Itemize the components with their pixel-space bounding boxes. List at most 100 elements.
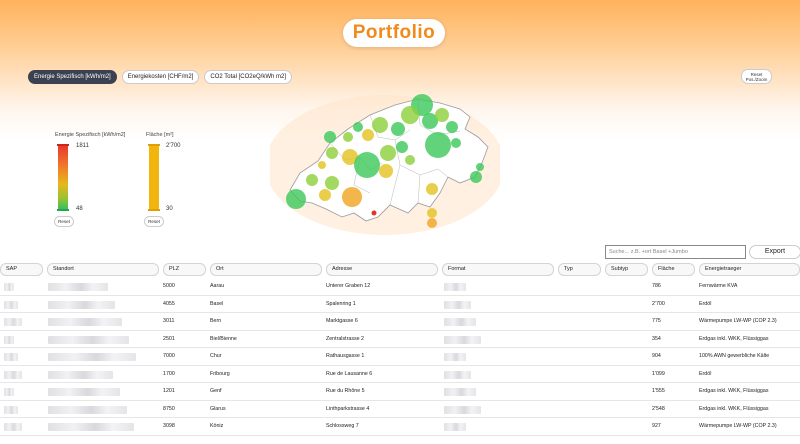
map-marker[interactable] (476, 163, 484, 171)
area-legend-label: Fläche [m²] (146, 132, 174, 138)
format-cell-redacted (444, 388, 476, 396)
plz-cell: 2501 (163, 335, 175, 342)
flaeche-cell: 775 (652, 318, 661, 324)
location-markers (286, 94, 484, 228)
energy-max-value: 1811 (76, 143, 89, 149)
format-cell-redacted (444, 353, 466, 361)
area-range-slider[interactable] (148, 144, 160, 211)
map-marker[interactable] (342, 187, 362, 207)
area-reset-button[interactable]: Reset (144, 216, 164, 227)
adresse-cell: Linthparkstrasse 4 (326, 405, 370, 412)
sap-cell-redacted (4, 388, 14, 396)
table-row[interactable]: 3098 Köniz Schlossweg 7 927 Wärmepumpe LW-WP… (0, 418, 800, 436)
table-row[interactable]: 1201 Genf Rue du Rhône 5 1'555 Erdgas inkl. … (0, 383, 800, 401)
table-row[interactable]: 5000 Aarau Unterer Graben 12 786 Fernwärme K… (0, 278, 800, 296)
table-body: 5000 Aarau Unterer Graben 12 786 Fernwärme K… (0, 278, 800, 436)
map-marker[interactable] (379, 164, 393, 178)
energy-reset-button[interactable]: Reset (54, 216, 74, 227)
format-cell-redacted (444, 318, 476, 326)
ort-cell: Genf (210, 388, 222, 394)
ort-cell: Basel (210, 300, 224, 307)
map-marker[interactable] (286, 189, 306, 209)
search-input[interactable]: Suche... z.B. +ort Basel +Jumbo (605, 245, 746, 259)
adresse-cell: Zentralstrasse 2 (326, 335, 364, 342)
map-marker[interactable] (324, 131, 336, 143)
switzerland-map[interactable] (270, 85, 500, 235)
map-marker[interactable] (425, 132, 451, 158)
standort-cell-redacted (48, 353, 136, 361)
map-marker[interactable] (401, 106, 419, 124)
map-marker[interactable] (470, 171, 482, 183)
map-marker[interactable] (343, 132, 353, 142)
map-marker[interactable] (427, 218, 437, 228)
flaeche-cell: 2'548 (652, 405, 665, 412)
ort-cell: Glarus (210, 405, 226, 412)
energy-min-value: 48 (76, 206, 83, 212)
column-header-flaeche[interactable]: Fläche (652, 263, 695, 276)
table-header: SAP Standort PLZ Ort Adresse Format Typ … (0, 263, 800, 278)
table-row[interactable]: 8750 Glarus Linthparkstrasse 4 2'548 Erdgas … (0, 401, 800, 418)
table-row[interactable]: 4055 Basel Spalenring 1 2'700 Erdöl (0, 296, 800, 313)
column-header-sap[interactable]: SAP (0, 263, 43, 276)
format-cell-redacted (444, 370, 471, 379)
sap-cell-redacted (4, 318, 22, 326)
map-marker[interactable] (446, 121, 458, 133)
map-marker[interactable] (353, 122, 363, 132)
column-header-typ[interactable]: Typ (558, 263, 601, 276)
sap-cell-redacted (4, 423, 22, 431)
map-marker[interactable] (451, 138, 461, 148)
column-header-adresse[interactable]: Adresse (326, 263, 438, 276)
map-marker[interactable] (342, 149, 358, 165)
map-marker[interactable] (371, 210, 377, 216)
standort-cell-redacted (48, 370, 113, 379)
map-marker[interactable] (405, 155, 415, 165)
column-header-plz[interactable]: PLZ (163, 263, 206, 276)
reset-zoom-button[interactable]: Reset Pos./Zoom (741, 69, 772, 84)
table-row[interactable]: 1700 Fribourg Rue de Lausanne 6 1'099 Erdöl (0, 366, 800, 383)
map-marker[interactable] (325, 176, 339, 190)
flaeche-cell: 927 (652, 423, 661, 429)
standort-cell-redacted (48, 300, 115, 309)
tab-co2-total[interactable]: CO2 Total [CO2eQ/kWh m2] (204, 70, 292, 84)
map-marker[interactable] (426, 183, 438, 195)
column-header-standort[interactable]: Standort (47, 263, 159, 276)
energietraeger-cell: Wärmepumpe LW-WP (COP 2.3) (699, 318, 777, 324)
energy-legend-label: Energie Spezifisch [kWh/m2] (55, 132, 126, 138)
column-header-subtyp[interactable]: Subtyp (605, 263, 648, 276)
map-marker[interactable] (318, 161, 326, 169)
table-row[interactable]: 7000 Chur Rathausgasse 1 904 100% AWN gewerb… (0, 348, 800, 366)
energietraeger-cell: Erdöl (699, 370, 712, 377)
flaeche-cell: 786 (652, 283, 661, 289)
tab-energie-spezifisch[interactable]: Energie Spezifisch [kWh/m2] (28, 70, 117, 84)
export-button[interactable]: Export (749, 245, 800, 259)
energy-range-slider[interactable] (57, 144, 69, 211)
plz-cell: 4055 (163, 300, 175, 307)
table-row[interactable]: 2501 Biel/Bienne Zentralstrasse 2 354 Erdgas… (0, 331, 800, 348)
flaeche-cell: 354 (652, 335, 661, 342)
map-marker[interactable] (422, 113, 438, 129)
map-marker[interactable] (391, 122, 405, 136)
sap-cell-redacted (4, 300, 18, 309)
map-marker[interactable] (372, 117, 388, 133)
tab-energiekosten[interactable]: Energiekosten [CHF/m2] (121, 70, 200, 84)
standort-cell-redacted (48, 335, 129, 344)
column-header-format[interactable]: Format (442, 263, 554, 276)
metric-tabs: Energie Spezifisch [kWh/m2] Energiekoste… (28, 70, 292, 84)
format-cell-redacted (444, 423, 466, 431)
map-marker[interactable] (319, 189, 331, 201)
energietraeger-cell: Fernwärme KVA (699, 283, 738, 289)
map-marker[interactable] (380, 145, 396, 161)
map-marker[interactable] (362, 129, 374, 141)
map-marker[interactable] (396, 141, 408, 153)
plz-cell: 3011 (163, 318, 175, 324)
map-marker[interactable] (435, 108, 449, 122)
map-marker[interactable] (427, 208, 437, 218)
map-marker[interactable] (306, 174, 318, 186)
map-marker[interactable] (354, 152, 380, 178)
map-marker[interactable] (326, 147, 338, 159)
column-header-energietraeger[interactable]: Energietraeger (699, 263, 800, 276)
table-row[interactable]: 3011 Bern Marktgasse 6 775 Wärmepumpe LW-WP … (0, 313, 800, 331)
ort-cell: Aarau (210, 283, 225, 289)
standort-cell-redacted (48, 405, 127, 414)
column-header-ort[interactable]: Ort (210, 263, 322, 276)
